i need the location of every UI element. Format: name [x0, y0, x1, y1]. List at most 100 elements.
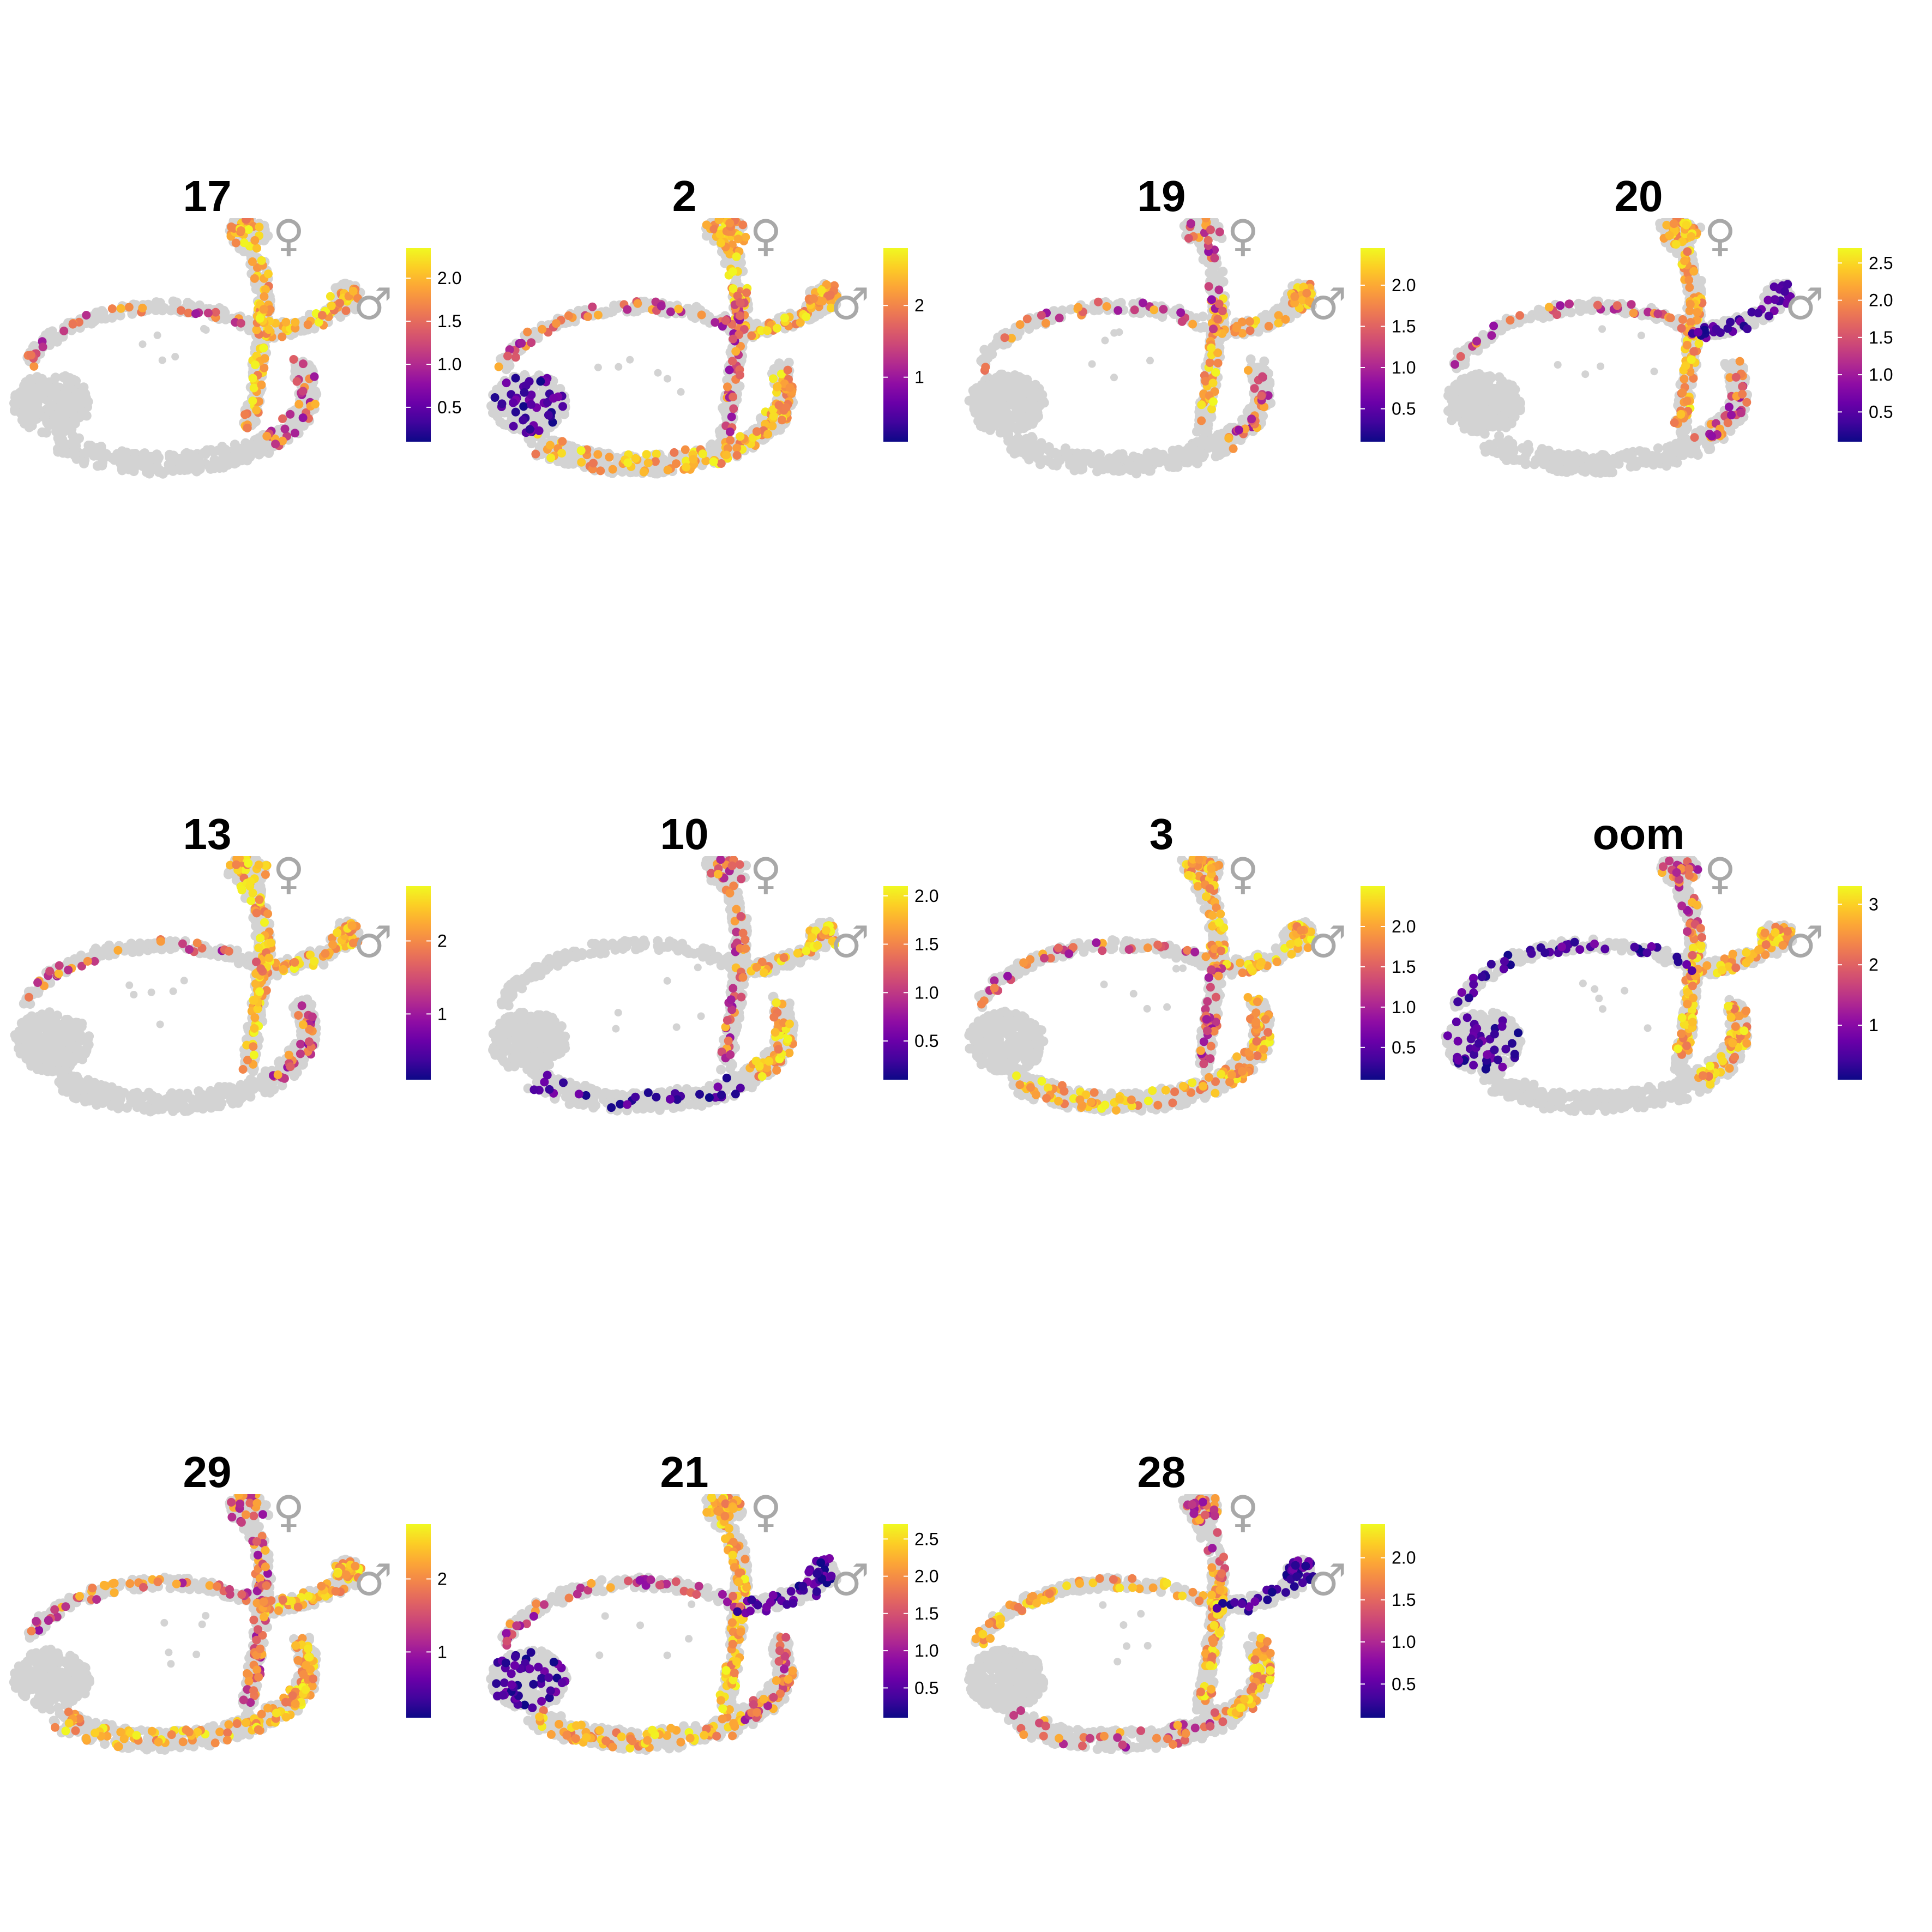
background-cell	[1016, 393, 1026, 404]
expressing-cell	[670, 448, 679, 457]
background-cell	[1009, 446, 1019, 456]
expressing-cell	[353, 294, 362, 303]
expressing-cell	[298, 387, 308, 396]
expressing-cell	[236, 226, 245, 235]
background-cell	[171, 353, 179, 361]
expressing-cell	[107, 304, 117, 314]
expressing-cell	[1000, 333, 1009, 342]
background-cell	[626, 356, 634, 364]
expressing-cell	[511, 407, 520, 417]
expressing-cell	[623, 305, 632, 314]
background-cell	[1169, 448, 1179, 459]
background-cell	[185, 299, 195, 310]
background-cell	[989, 420, 1000, 431]
expressing-cell	[503, 351, 512, 360]
background-cell	[158, 468, 168, 479]
background-cell	[69, 440, 80, 450]
background-cell	[45, 420, 55, 430]
colorbar-tick-label: 2.0	[437, 268, 461, 288]
background-cell	[1003, 409, 1013, 419]
expressing-cell	[682, 456, 690, 466]
expressing-cell	[623, 458, 633, 467]
expressing-cell	[250, 274, 259, 283]
expressing-cell	[763, 326, 772, 335]
expressing-cell	[1204, 282, 1213, 291]
expressing-cell	[248, 257, 257, 266]
expressing-cell	[768, 405, 778, 414]
background-cell	[153, 331, 161, 339]
expressing-cell	[1257, 392, 1266, 400]
background-cell	[38, 383, 48, 393]
expressing-cell	[527, 390, 536, 400]
expressing-cell	[68, 320, 77, 329]
expressing-cell	[1210, 254, 1219, 263]
background-cell	[1033, 317, 1044, 328]
background-cell	[1202, 426, 1213, 437]
background-cell	[1007, 398, 1017, 408]
expressing-cell	[1213, 315, 1223, 324]
background-cell	[1123, 464, 1134, 473]
background-cell	[688, 310, 699, 320]
expressing-cell	[1207, 344, 1216, 352]
background-cell	[535, 443, 546, 453]
background-cell	[1024, 402, 1034, 412]
expressing-cell	[1234, 425, 1243, 435]
expressing-cell	[264, 325, 273, 334]
background-cell	[977, 406, 987, 416]
background-cell	[664, 375, 671, 383]
expressing-cell	[981, 363, 990, 372]
expressing-cell	[82, 311, 91, 320]
expressing-cell	[348, 286, 358, 296]
expressing-cell	[1290, 298, 1299, 308]
expressing-cell	[725, 219, 735, 228]
female-symbol: ♀	[1227, 218, 1259, 261]
background-cell	[192, 464, 203, 474]
expressing-cell	[733, 291, 742, 300]
expressing-cell	[1177, 317, 1187, 326]
colorbar-tick-label: 0.5	[437, 398, 461, 417]
expressing-cell	[1197, 400, 1206, 410]
background-cell	[526, 438, 537, 449]
expressing-cell	[689, 455, 698, 464]
expressing-cell	[723, 382, 732, 392]
expressing-cell	[176, 306, 185, 315]
background-cell	[1101, 336, 1109, 345]
expressing-cell	[298, 359, 308, 369]
background-cell	[719, 405, 729, 415]
expressing-cell	[259, 305, 268, 314]
expressing-cell	[593, 310, 603, 320]
background-cell	[54, 436, 64, 447]
expressing-cell	[1244, 366, 1253, 375]
expressing-cell	[1214, 299, 1224, 309]
expressing-cell	[826, 303, 835, 312]
expressing-cell	[1245, 317, 1254, 326]
background-cell	[97, 306, 107, 316]
expressing-cell	[1205, 358, 1214, 368]
background-cell	[215, 461, 226, 471]
embedding-plot: ♀♂	[9, 218, 393, 479]
background-cell	[1027, 432, 1037, 442]
background-cell	[310, 386, 321, 396]
background-cell	[1015, 419, 1025, 429]
background-cell	[1003, 429, 1014, 440]
background-cell	[248, 440, 258, 450]
background-cell	[703, 312, 714, 323]
expressing-cell	[294, 400, 304, 409]
background-cell	[13, 398, 23, 408]
expressing-cell	[291, 317, 300, 327]
expressing-cell	[250, 236, 260, 245]
expressing-cell	[826, 291, 835, 300]
background-cell	[1009, 385, 1020, 395]
background-cell	[492, 411, 503, 422]
expressing-cell	[538, 324, 547, 334]
background-cell	[1200, 439, 1211, 449]
background-cell	[69, 392, 79, 402]
expressing-cell	[341, 306, 351, 315]
expressing-cell	[769, 374, 778, 383]
expressing-cell	[783, 365, 792, 375]
background-cell	[151, 305, 161, 315]
expressing-cell	[1037, 311, 1046, 320]
background-cell	[65, 373, 75, 383]
expressing-cell	[769, 412, 778, 421]
background-cell	[997, 395, 1007, 406]
